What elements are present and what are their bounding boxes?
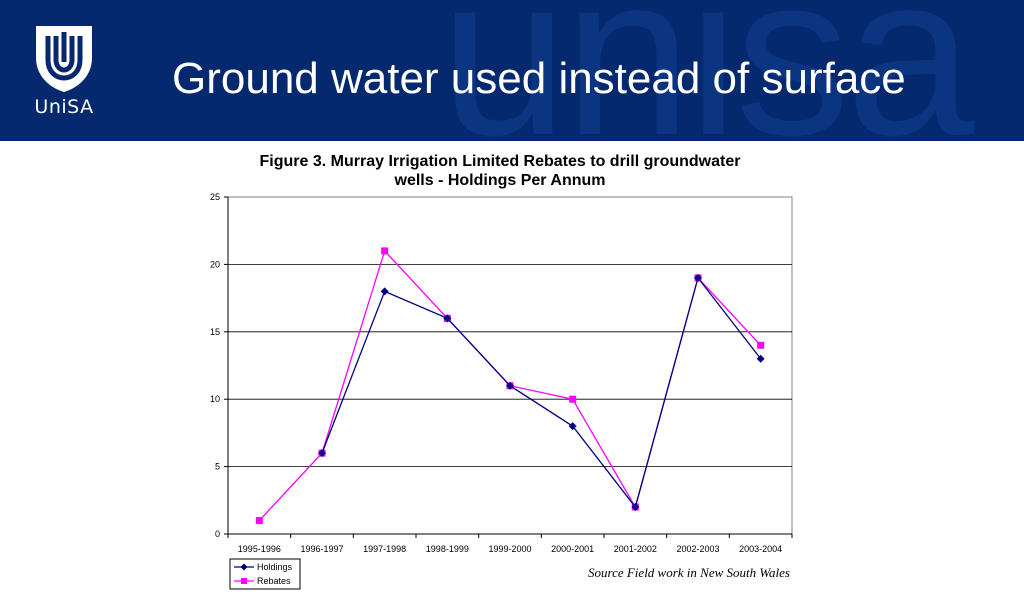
x-tick-label: 1998-1999 bbox=[426, 544, 469, 554]
data-point-rebates bbox=[757, 341, 765, 349]
x-tick-label: 2002-2003 bbox=[676, 544, 719, 554]
y-tick-label: 25 bbox=[210, 192, 220, 202]
y-tick-label: 10 bbox=[210, 394, 220, 404]
data-point-holdings bbox=[694, 273, 702, 282]
x-tick-label: 1996-1997 bbox=[300, 544, 343, 554]
chart-title: Figure 3. Murray Irrigation Limited Reba… bbox=[200, 152, 800, 190]
y-tick-label: 20 bbox=[210, 259, 220, 269]
chart-title-line-1: Figure 3. Murray Irrigation Limited Reba… bbox=[259, 153, 741, 170]
data-point-holdings bbox=[568, 422, 577, 431]
logo-text: UniSA bbox=[34, 96, 94, 118]
legend-marker-holdings bbox=[240, 563, 248, 571]
x-tick-label: 1997-1998 bbox=[363, 544, 406, 554]
chart-title-line-2: wells - Holdings Per Annum bbox=[394, 172, 606, 189]
source-note: Source Field work in New South Wales bbox=[588, 565, 790, 580]
x-tick-label: 1999-2000 bbox=[488, 544, 531, 554]
y-tick-label: 0 bbox=[215, 529, 220, 539]
plot-area bbox=[227, 196, 793, 535]
data-point-holdings bbox=[380, 287, 389, 296]
data-point-rebates bbox=[381, 247, 389, 255]
x-tick-label: 2003-2004 bbox=[739, 544, 782, 554]
x-tick-label: 1995-1996 bbox=[238, 544, 281, 554]
data-point-holdings bbox=[631, 503, 640, 512]
data-point-holdings bbox=[443, 314, 452, 323]
x-tick-label: 2001-2002 bbox=[614, 544, 657, 554]
unisa-logo: UniSA bbox=[28, 22, 100, 122]
series-line-holdings bbox=[321, 276, 762, 509]
y-tick-label: 5 bbox=[215, 462, 220, 472]
legend-marker-rebates bbox=[241, 578, 247, 584]
x-tick-label: 2000-2001 bbox=[551, 544, 594, 554]
data-point-rebates bbox=[569, 395, 577, 403]
page-title: Ground water used instead of surface bbox=[172, 54, 906, 103]
unisa-shield-icon bbox=[36, 26, 92, 92]
data-point-rebates bbox=[255, 517, 263, 525]
data-point-holdings bbox=[756, 354, 765, 363]
legend-label-rebates: Rebates bbox=[257, 576, 291, 586]
legend-label-holdings: Holdings bbox=[257, 562, 293, 572]
data-point-holdings bbox=[506, 381, 514, 390]
header-banner: unisa UniSA Ground water used instead of… bbox=[0, 0, 1024, 141]
data-point-holdings bbox=[318, 449, 326, 458]
watermark-text: unisa bbox=[440, 0, 974, 141]
y-tick-label: 15 bbox=[210, 327, 220, 337]
